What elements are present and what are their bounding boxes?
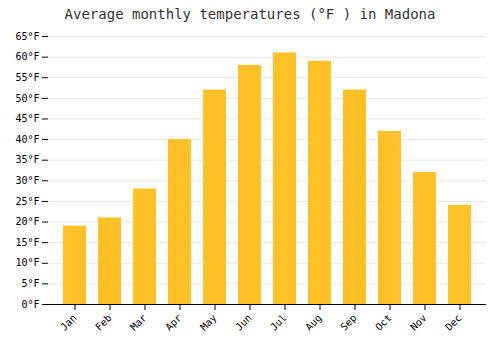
svg-text:25°F: 25°F [15, 196, 39, 207]
svg-text:10°F: 10°F [15, 257, 39, 268]
svg-text:Feb: Feb [93, 312, 114, 333]
svg-text:Nov: Nov [408, 312, 429, 333]
svg-text:35°F: 35°F [15, 154, 39, 165]
svg-text:Apr: Apr [163, 312, 184, 333]
svg-text:65°F: 65°F [15, 31, 39, 42]
svg-text:50°F: 50°F [15, 93, 39, 104]
svg-text:Jun: Jun [233, 312, 254, 333]
svg-text:55°F: 55°F [15, 72, 39, 83]
svg-text:Mar: Mar [128, 312, 149, 333]
html-text:Average monthly temperatures (: Average monthly temperatures (°F ) in Ma… [64, 6, 436, 22]
svg-text:40°F: 40°F [15, 134, 39, 145]
svg-text:30°F: 30°F [15, 175, 39, 186]
svg-text:Aug: Aug [303, 312, 324, 333]
svg-text:15°F: 15°F [15, 237, 39, 248]
svg-text:Sep: Sep [338, 312, 359, 333]
svg-text:Oct: Oct [373, 312, 394, 333]
svg-text:60°F: 60°F [15, 51, 39, 62]
svg-text:0°F: 0°F [21, 299, 39, 310]
svg-text:Dec: Dec [443, 312, 464, 333]
svg-text:Jul: Jul [268, 312, 289, 333]
svg-text:Jan: Jan [58, 312, 79, 333]
svg-text:5°F: 5°F [21, 278, 39, 289]
svg-text:20°F: 20°F [15, 216, 39, 227]
svg-text:May: May [198, 312, 219, 333]
svg-text:45°F: 45°F [15, 113, 39, 124]
